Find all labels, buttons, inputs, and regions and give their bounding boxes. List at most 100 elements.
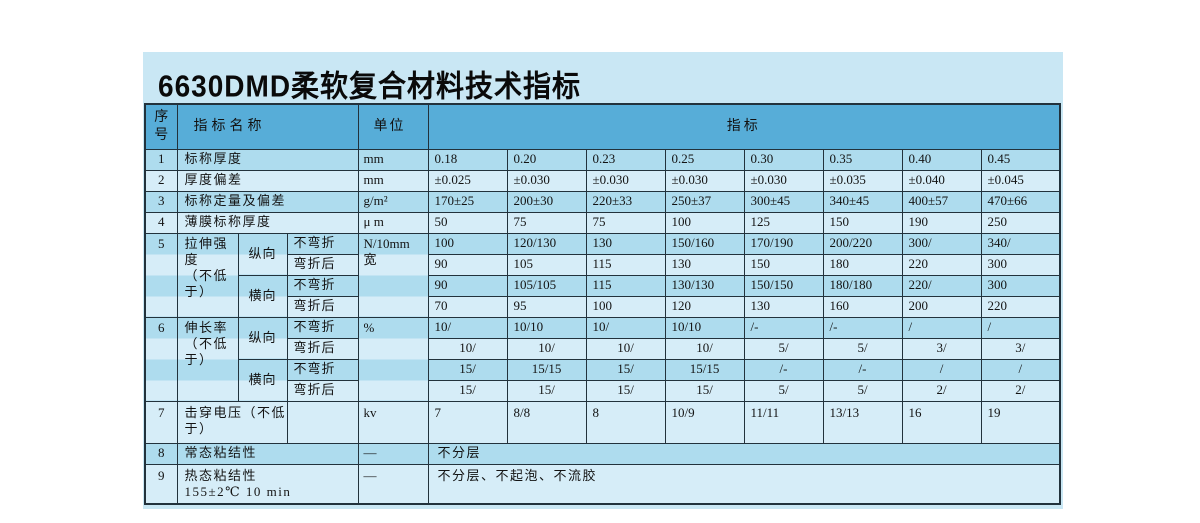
seq-cell: 9 [144, 463, 178, 505]
direction-cell: 纵向 [237, 316, 288, 360]
value-cell: 3/ [980, 337, 1061, 360]
value-cell: /- [743, 358, 824, 381]
value-cell: ±0.030 [743, 169, 824, 192]
value-cell: 90 [427, 274, 508, 297]
value-cell: 50 [427, 211, 508, 234]
value-cell: /- [822, 358, 903, 381]
name-cell: 标称厚度 [176, 148, 359, 171]
value-cell: 0.40 [901, 148, 982, 171]
value-cell: 13/13 [822, 400, 903, 444]
table-row: 弯折后 15/15/15/15/5/5/2/2/ [145, 379, 1061, 402]
value-cell: 150/150 [743, 274, 824, 297]
value-cell: 5/ [743, 379, 824, 402]
table-row: 5 拉伸强 度 （不低 于） 纵向 不弯折 N/10mm 宽 100 120/13… [144, 232, 1061, 318]
value-cell: 7 [427, 400, 508, 444]
value-cell: 100 [585, 295, 666, 318]
name-cell: 厚度偏差 [176, 169, 359, 192]
value-cell: 75 [585, 211, 666, 234]
name-cell: 标称定量及偏差 [176, 190, 359, 213]
value-cell: 90 [427, 253, 508, 276]
value-cell: 15/ [585, 379, 666, 402]
value-cell: 130 [585, 232, 666, 255]
value-cell: 5/ [822, 379, 903, 402]
name-cell: 薄膜标称厚度 [176, 211, 359, 234]
value-cell: /- [822, 316, 903, 339]
seq-cell: 6 [144, 316, 178, 402]
value-cell: /- [743, 316, 824, 339]
seq-cell: 5 [144, 232, 178, 318]
value-cell: 300 [980, 253, 1061, 276]
value-cell: 150 [743, 253, 824, 276]
unit-cell: N/10mm 宽 [357, 232, 429, 318]
value-cell: 15/ [506, 379, 587, 402]
value-cell: ±0.030 [664, 169, 745, 192]
value-cell: 15/15 [506, 358, 587, 381]
unit-cell: g/m² [357, 190, 429, 213]
seq-cell: 2 [144, 169, 178, 192]
direction-cell: 横向 [237, 358, 288, 402]
table-row: 1 标称厚度 mm 0.18 0.20 0.23 0.25 0.30 0.35 0.40 0.… [144, 148, 1061, 171]
value-cell: 220 [901, 253, 982, 276]
value-cell: 125 [743, 211, 824, 234]
value-cell: 220 [980, 295, 1061, 318]
value-cell: 105 [506, 253, 587, 276]
table-row: 2 厚度偏差 mm ±0.025 ±0.030 ±0.030 ±0.030 ±0.030… [144, 169, 1061, 192]
name-cell: 伸长率 （不低 于） [176, 316, 239, 402]
value-cell: 10/ [427, 316, 508, 339]
table-row: 横向 不弯折 90 105/105 115 130/130 150/150 180/180… [145, 274, 1061, 318]
value-cell: 3/ [901, 337, 982, 360]
value-cell: 180/180 [822, 274, 903, 297]
direction-cell: 横向 [237, 274, 288, 318]
value-cell: 130/130 [664, 274, 745, 297]
value-cell: / [901, 316, 982, 339]
merged-value-cell: 不分层、不起泡、不流胶 [427, 463, 1061, 505]
value-cell: 300±45 [743, 190, 824, 213]
value-cell: 105/105 [506, 274, 587, 297]
table-row: 7 击穿电压（不低 于） kv 7 8/8 8 10/9 11/11 13/13 16 19 [144, 400, 1061, 444]
value-cell: 10/ [585, 337, 666, 360]
seq-cell: 4 [144, 211, 178, 234]
seq-cell: 8 [144, 442, 178, 465]
value-cell: 400±57 [901, 190, 982, 213]
value-cell: ±0.045 [980, 169, 1061, 192]
unit-cell: μ m [357, 211, 429, 234]
unit-cell: kv [357, 400, 429, 444]
value-cell: 0.35 [822, 148, 903, 171]
condition-cell: 弯折后 [286, 379, 359, 402]
value-cell: 95 [506, 295, 587, 318]
value-cell: 160 [822, 295, 903, 318]
table-row: 弯折后 90 105 115 130 150 180 220 300 [145, 253, 1061, 276]
value-cell: 180 [822, 253, 903, 276]
value-cell: 2/ [901, 379, 982, 402]
condition-cell: 弯折后 [286, 337, 359, 360]
condition-cell: 不弯折 [286, 274, 359, 297]
value-cell: 200 [901, 295, 982, 318]
value-cell: 75 [506, 211, 587, 234]
value-cell: 470±66 [980, 190, 1061, 213]
value-cell: 300/ [901, 232, 982, 255]
page-title: 6630DMD柔软复合材料技术指标 [158, 69, 582, 103]
unit-cell: % [357, 316, 429, 402]
value-cell: 8/8 [506, 400, 587, 444]
name-cell: 常态粘结性 [176, 442, 359, 465]
value-cell: 10/ [585, 316, 666, 339]
table-row: 9 热态粘结性 155±2℃ 10 min — 不分层、不起泡、不流胶 [144, 463, 1061, 505]
value-cell: 16 [901, 400, 982, 444]
value-cell: 15/ [585, 358, 666, 381]
condition-cell: 不弯折 [286, 232, 359, 255]
value-cell: 150 [822, 211, 903, 234]
seq-cell: 3 [144, 190, 178, 213]
header-spec: 指标 [427, 103, 1061, 150]
value-cell: 0.45 [980, 148, 1061, 171]
merged-value-cell: 不分层 [427, 442, 1061, 465]
value-cell: 120/130 [506, 232, 587, 255]
value-cell: ±0.040 [901, 169, 982, 192]
header-unit: 单位 [357, 103, 429, 150]
value-cell: 8 [585, 400, 666, 444]
content-panel: 6630DMD柔软复合材料技术指标 序 号 指标名称 单位 指标 1 标称厚度 … [143, 52, 1063, 509]
value-cell: 190 [901, 211, 982, 234]
value-cell: 70 [427, 295, 508, 318]
value-cell: 19 [980, 400, 1061, 444]
value-cell: 170±25 [427, 190, 508, 213]
value-cell: 10/ [664, 337, 745, 360]
